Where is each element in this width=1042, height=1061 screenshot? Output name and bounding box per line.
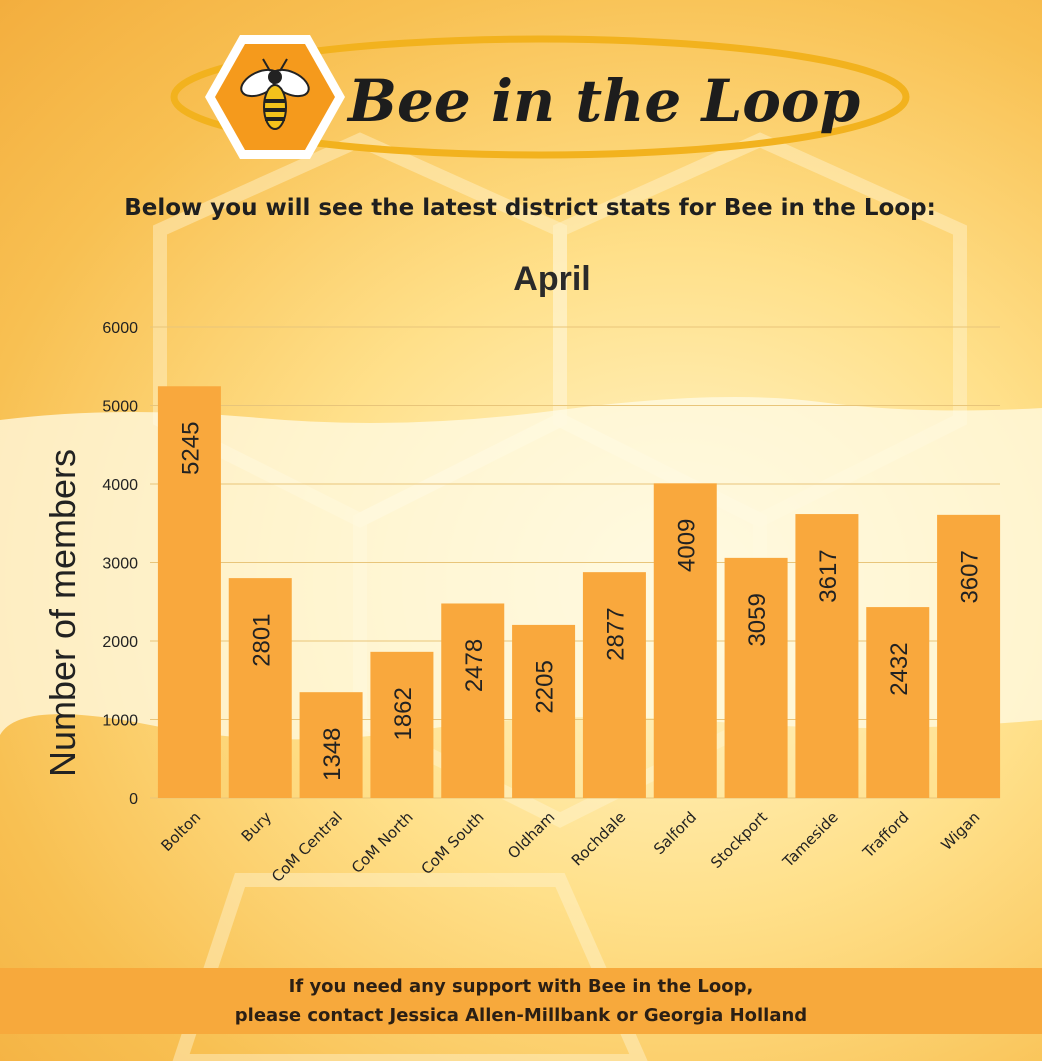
category-label: Bolton (157, 808, 204, 855)
y-tick-label: 3000 (102, 556, 138, 573)
category-label: CoM Central (268, 808, 346, 886)
bar-value-label: 2801 (248, 613, 275, 666)
bar (724, 557, 788, 798)
bar (937, 514, 1001, 798)
bar (299, 692, 363, 798)
chart-title: April (513, 260, 591, 298)
bar-chart: 0 1000 2000 3000 4000 5000 6000 5245 Bolton 2801 B… (42, 320, 1001, 886)
y-tick-label: 4000 (102, 477, 138, 494)
bar-value-label: 2205 (532, 660, 559, 713)
bar (512, 624, 576, 798)
bar (795, 514, 859, 798)
intro-text: Below you will see the latest district s… (124, 195, 936, 221)
bar (653, 483, 717, 798)
y-tick-label: 6000 (102, 320, 138, 337)
bar (866, 607, 930, 798)
bar-value-label: 3059 (744, 593, 771, 646)
category-label: CoM North (348, 808, 417, 877)
logo-text: Bee in the Loop (348, 67, 861, 135)
category-label: Oldham (504, 808, 558, 862)
footer-banner: If you need any support with Bee in the … (0, 968, 1042, 1034)
bar-value-label: 4009 (673, 519, 700, 572)
category-label: Salford (650, 808, 700, 858)
category-label: Bury (238, 808, 275, 845)
bar (228, 578, 292, 798)
bar-value-label: 2432 (886, 642, 913, 695)
bar (441, 603, 505, 798)
category-label: CoM South (418, 808, 488, 878)
y-axis-title: Number of members (42, 449, 83, 777)
bar (157, 386, 221, 798)
bar-value-label: 1862 (390, 687, 417, 740)
y-tick-label: 0 (129, 791, 138, 808)
bee-icon (240, 58, 310, 130)
category-label: Rochdale (568, 808, 629, 869)
bar-value-label: 2478 (461, 639, 488, 692)
category-label: Wigan (938, 808, 984, 854)
footer-line-1: If you need any support with Bee in the … (288, 976, 754, 997)
bar (582, 572, 646, 798)
y-tick-label: 5000 (102, 399, 138, 416)
category-label: Stockport (707, 808, 771, 872)
bar (370, 651, 434, 798)
bar-value-label: 3607 (957, 550, 984, 603)
category-label: Tameside (778, 808, 841, 871)
bar-value-label: 5245 (177, 422, 204, 475)
y-tick-label: 1000 (102, 713, 138, 730)
category-label: Trafford (859, 808, 913, 862)
y-tick-label: 2000 (102, 634, 138, 651)
footer-line-2: please contact Jessica Allen-Millbank or… (234, 1005, 808, 1026)
bar-value-label: 2877 (602, 607, 629, 660)
logo: Bee in the Loop (170, 25, 910, 165)
bar-value-label: 1348 (319, 727, 346, 780)
bar-value-label: 3617 (815, 549, 842, 602)
